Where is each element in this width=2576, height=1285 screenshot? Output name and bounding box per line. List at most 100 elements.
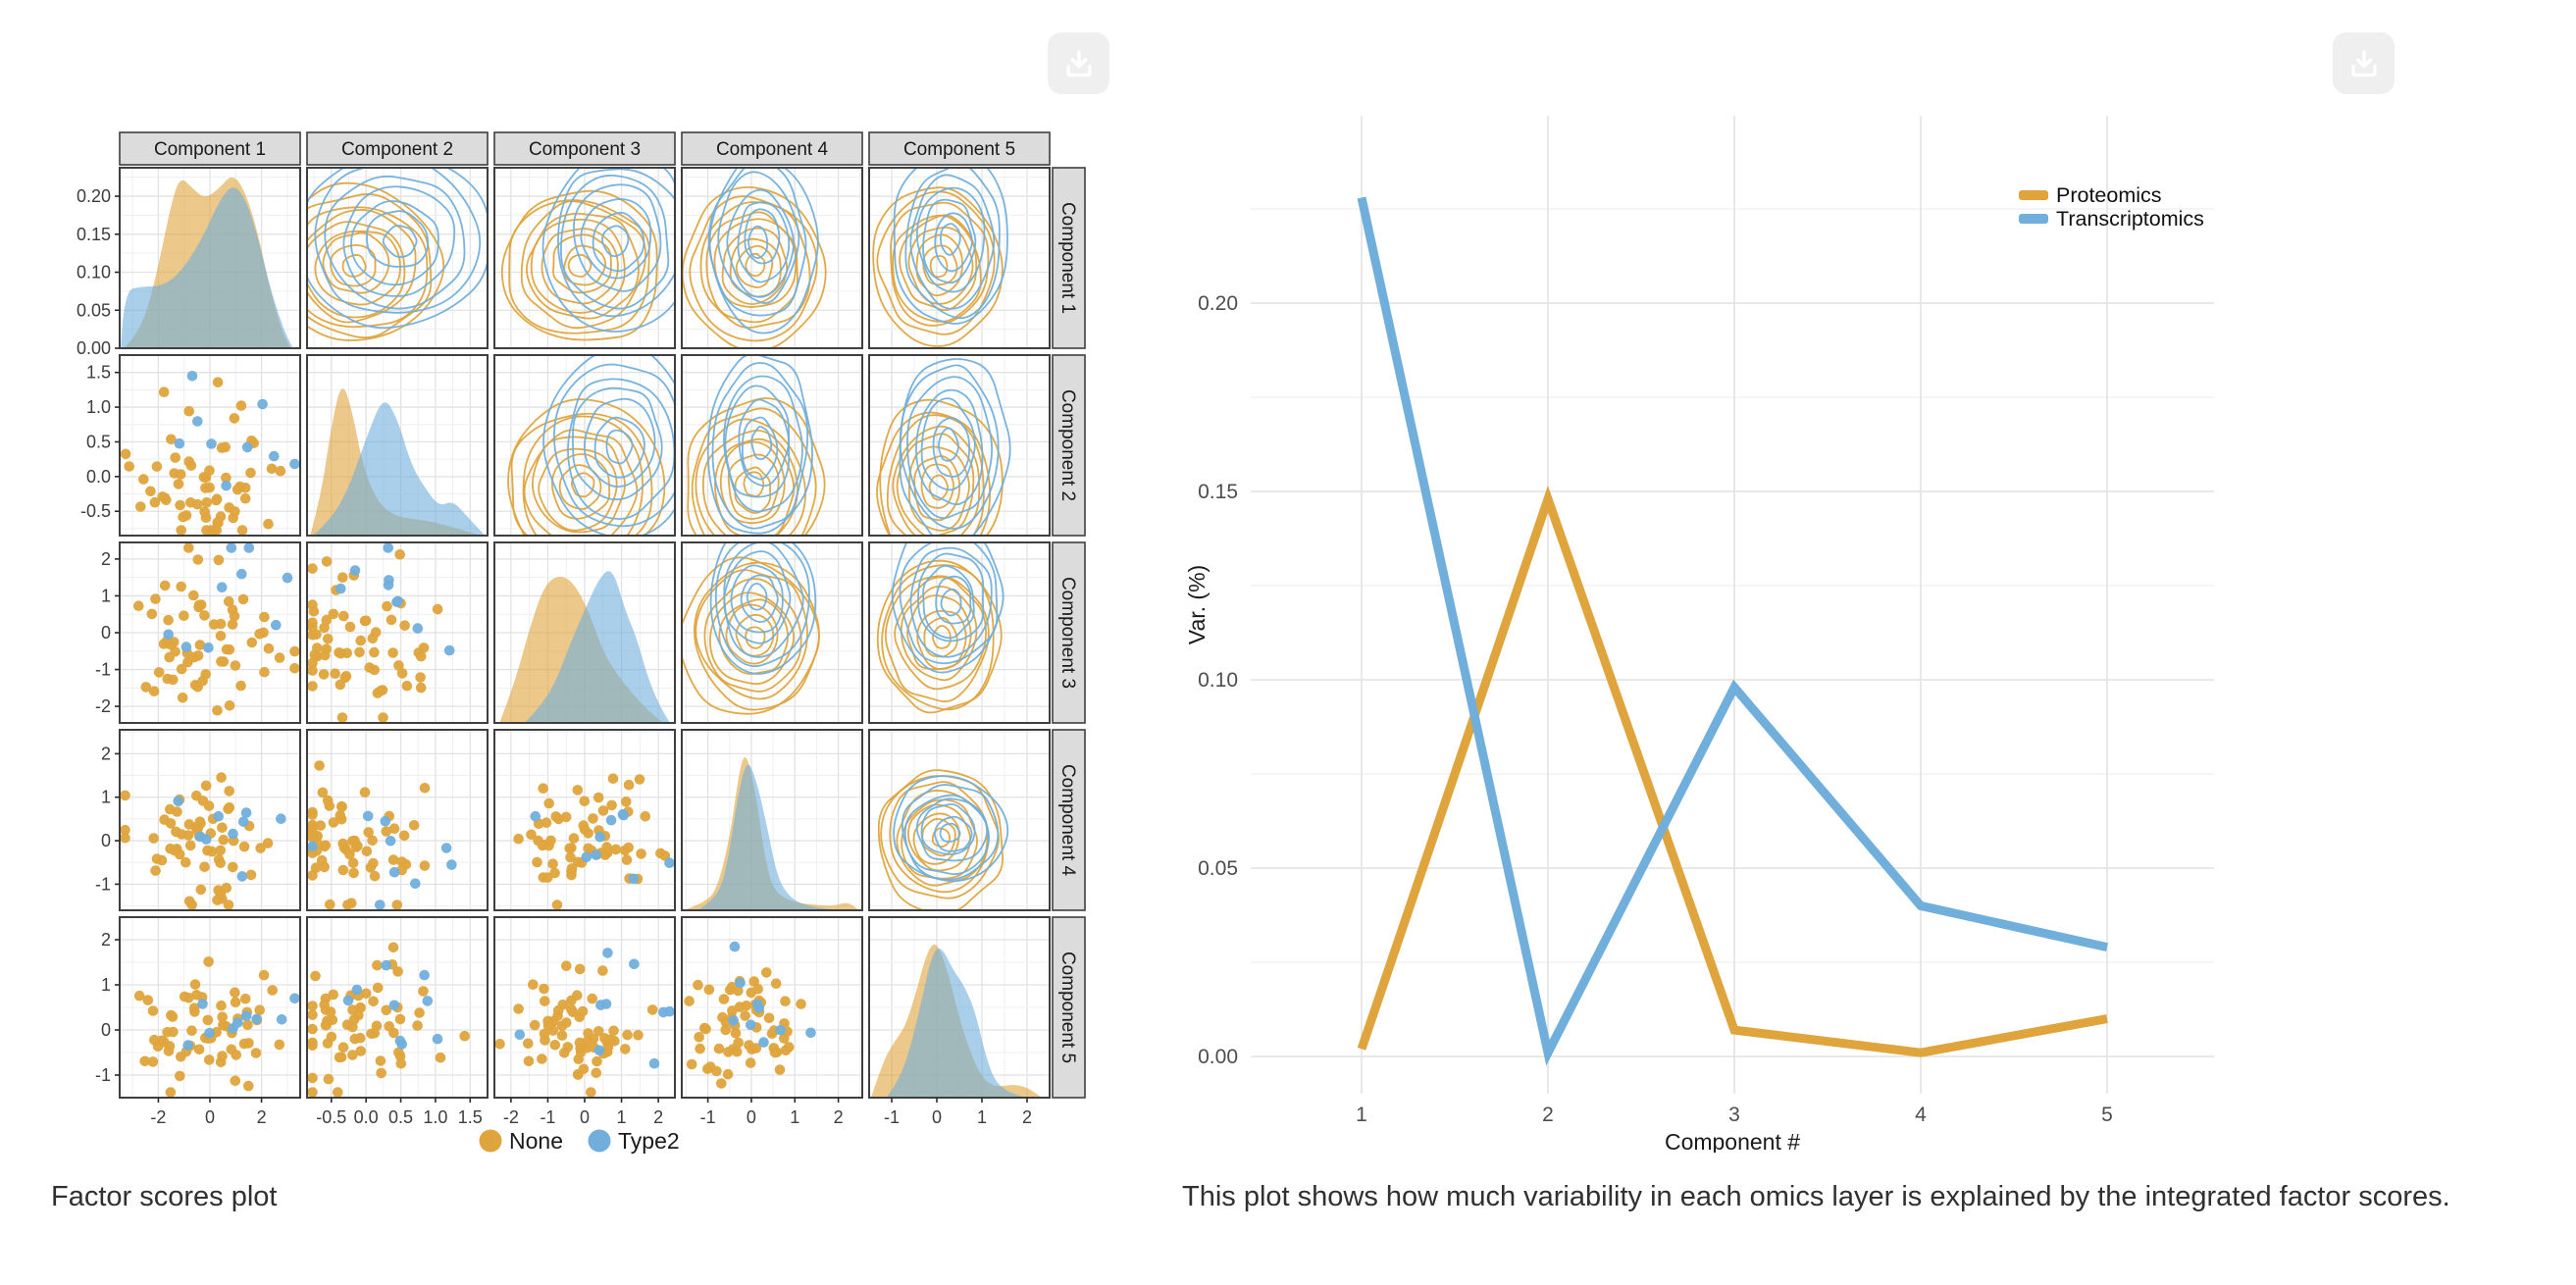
contour-none [307, 193, 433, 339]
point-none [549, 1040, 561, 1051]
point-type2 [388, 1000, 400, 1011]
point-none [559, 1048, 570, 1058]
contour-none [695, 418, 806, 536]
point-none [540, 1035, 550, 1046]
point-none [217, 822, 228, 833]
point-none [147, 1056, 159, 1067]
point-type2 [618, 809, 629, 821]
point-none [513, 1003, 524, 1014]
svg-text:1: 1 [101, 586, 111, 605]
svg-text:Transcriptomics: Transcriptomics [2056, 207, 2204, 231]
point-none [720, 1024, 731, 1036]
point-none [216, 772, 227, 783]
svg-text:1: 1 [790, 1107, 799, 1127]
point-none [513, 833, 524, 845]
point-none [693, 979, 703, 991]
point-none [435, 1052, 446, 1063]
point-type2 [351, 984, 363, 996]
point-none [228, 861, 238, 873]
point-none [234, 481, 245, 492]
point-none [352, 841, 363, 851]
gridlines [1251, 116, 2214, 1094]
point-none [184, 840, 196, 851]
point-none [182, 656, 193, 668]
contour-type2 [917, 552, 985, 642]
contour-none [307, 209, 417, 324]
point-none [230, 660, 241, 671]
svg-text:2: 2 [101, 744, 111, 763]
point-none [573, 1054, 585, 1064]
point-none [359, 787, 371, 797]
point-none [328, 817, 339, 828]
svg-text:2: 2 [1022, 1107, 1032, 1127]
download-button-left[interactable] [1048, 32, 1109, 94]
point-none [307, 1009, 318, 1020]
download-button-right[interactable] [2333, 32, 2395, 94]
point-none [159, 814, 170, 825]
point-none [172, 806, 182, 817]
contour-none [743, 471, 765, 497]
point-none [328, 608, 339, 620]
contour-type2 [726, 188, 795, 298]
svg-text:-0.5: -0.5 [316, 1107, 346, 1127]
point-none [740, 1010, 750, 1021]
point-none [747, 1044, 757, 1054]
point-none [215, 845, 226, 856]
point-none [221, 472, 232, 484]
column-strip-5: Component 5 [868, 131, 1051, 166]
point-none [386, 614, 397, 626]
point-none [212, 705, 223, 716]
point-none [684, 996, 695, 1006]
point-none [399, 620, 410, 631]
line-chart-body: 0.00 0.05 0.10 0.15 0.20 1 2 3 4 5 Component # Var.… [1184, 116, 2214, 1153]
svg-text:1: 1 [977, 1107, 987, 1127]
point-none [338, 610, 349, 622]
point-none [263, 642, 275, 654]
contour-type2 [915, 797, 989, 862]
point-none [224, 502, 234, 513]
point-none [718, 994, 730, 1004]
point-none [394, 1051, 406, 1062]
contour-type2 [920, 397, 976, 491]
svg-text:Proteomics: Proteomics [2056, 183, 2162, 207]
point-none [229, 610, 240, 622]
point-none [307, 809, 318, 820]
point-none [321, 614, 333, 626]
point-none [321, 556, 333, 567]
point-none [202, 1014, 214, 1026]
point-type2 [392, 595, 404, 607]
point-none [369, 646, 380, 658]
point-none [636, 848, 646, 859]
point-none [215, 631, 227, 642]
point-type2 [805, 1027, 816, 1039]
point-none [387, 854, 399, 865]
point-none [694, 1032, 704, 1043]
point-none [376, 1067, 386, 1079]
point-none [177, 693, 188, 703]
panel-r5c5 [868, 916, 1051, 1099]
contour-none [923, 617, 958, 658]
contour-type2 [909, 546, 993, 658]
svg-text:0.00: 0.00 [77, 338, 111, 358]
panel-r5c1 [119, 916, 301, 1099]
row-strip-3: Component 3 [1052, 541, 1086, 724]
contour-none [890, 201, 990, 327]
point-none [633, 1030, 644, 1041]
point-type2 [197, 999, 208, 1009]
point-none [579, 796, 591, 807]
point-none [702, 1063, 713, 1074]
point-none [120, 790, 130, 801]
point-none [250, 1048, 262, 1058]
contour-type2 [717, 171, 800, 304]
point-none [183, 819, 195, 830]
point-none [796, 999, 806, 1009]
point-type2 [236, 871, 248, 882]
svg-text:0: 0 [101, 623, 111, 642]
svg-text:Component 5: Component 5 [1057, 951, 1078, 1063]
point-none [717, 1011, 728, 1023]
point-none [418, 986, 429, 997]
row-strip-1: Component 1 [1052, 167, 1086, 349]
contour-type2 [939, 822, 961, 844]
point-none [254, 1004, 265, 1015]
point-none [698, 1022, 710, 1034]
